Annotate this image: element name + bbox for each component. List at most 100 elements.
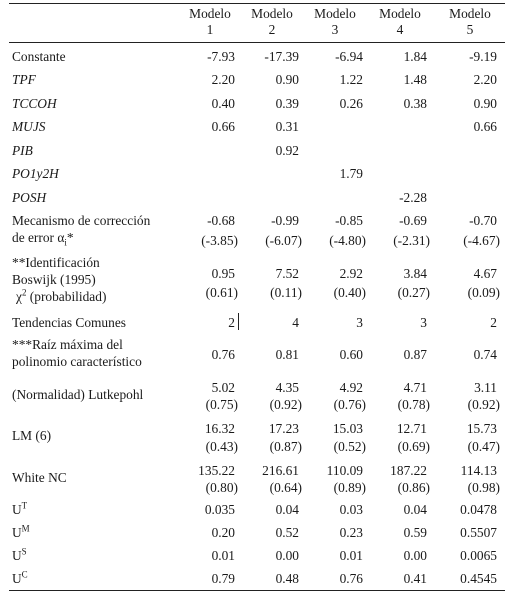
cell: 0.79 xyxy=(211,571,235,586)
row-label-text: U xyxy=(12,571,22,586)
cell: 7.52 xyxy=(275,266,299,281)
cell: 0.01 xyxy=(339,548,363,563)
cell: 0.74 xyxy=(473,347,497,362)
cell-paren: (0.09) xyxy=(467,285,500,300)
cell: 135.22 xyxy=(198,463,235,478)
row-label: UT xyxy=(12,501,27,518)
row-label-line1: ***Raíz máxima del xyxy=(12,337,123,352)
cell: 0.04 xyxy=(275,502,299,517)
cell: 16.32 xyxy=(204,421,235,436)
cell: 0.76 xyxy=(211,347,235,362)
cell: 15.03 xyxy=(332,421,363,436)
row-label-line2: polinomio característico xyxy=(12,354,142,369)
cell-paren: (-4.67) xyxy=(463,233,500,248)
column-header-4: Modelo 4 xyxy=(370,6,430,38)
cell-paren: (0.80) xyxy=(205,480,238,495)
cell: 2 xyxy=(228,315,235,330)
cell-paren: (0.27) xyxy=(397,285,430,300)
label-superscript: S xyxy=(21,546,27,557)
top-rule xyxy=(9,3,505,4)
cell: -0.70 xyxy=(469,213,497,228)
row-label-line1: **Identificación xyxy=(12,255,100,270)
cell-paren: (0.92) xyxy=(467,397,500,412)
cell: 15.73 xyxy=(466,421,497,436)
row-label: PO1y2H xyxy=(12,166,59,181)
cell: 2.92 xyxy=(339,266,363,281)
column-header-3: Modelo 3 xyxy=(305,6,365,38)
label-superscript: C xyxy=(21,569,28,580)
cell-paren: (-6.07) xyxy=(265,233,302,248)
cell: -6.94 xyxy=(335,49,363,64)
cell: 0.5507 xyxy=(460,525,497,540)
row-label-text: U xyxy=(12,548,22,563)
row-label-text: U xyxy=(12,502,22,517)
row-label: Constante xyxy=(12,49,66,64)
cell-paren: (-2.31) xyxy=(393,233,430,248)
cell: 0.81 xyxy=(275,347,299,362)
cell-paren: (0.52) xyxy=(333,439,366,454)
row-label: (Normalidad) Lutkepohl xyxy=(12,387,144,402)
column-header-2: Modelo 2 xyxy=(242,6,302,38)
cell-paren: (0.61) xyxy=(205,285,238,300)
cell: -0.68 xyxy=(207,213,235,228)
cell: 0.04 xyxy=(403,502,427,517)
cell: 1.84 xyxy=(403,49,427,64)
row-label-line1: Mecanismo de corrección xyxy=(12,213,151,228)
cell: 0.23 xyxy=(339,525,363,540)
row-label: TPF xyxy=(12,72,36,87)
row-label: ***Raíz máxima del polinomio característ… xyxy=(12,336,142,370)
cell: 17.23 xyxy=(268,421,299,436)
row-label-line2: Boswijk (1995) xyxy=(12,272,96,287)
cell: -9.19 xyxy=(469,49,497,64)
cell: 114.13 xyxy=(460,463,497,478)
cell: 3.84 xyxy=(403,266,427,281)
cell-paren: (0.11) xyxy=(270,285,302,300)
cell: 0.40 xyxy=(211,96,235,111)
text-cursor xyxy=(238,313,239,330)
cell: 3 xyxy=(356,315,363,330)
cell: 3 xyxy=(420,315,427,330)
cell: 2.20 xyxy=(473,72,497,87)
column-header-line2: 1 xyxy=(206,22,214,37)
column-header-line1: Modelo xyxy=(314,6,356,21)
column-header-line1: Modelo xyxy=(189,6,231,21)
cell: 2 xyxy=(490,315,497,330)
label-superscript: T xyxy=(21,500,28,511)
row-label: PIB xyxy=(12,143,33,158)
cell-paren: (0.43) xyxy=(205,439,238,454)
row-label: UC xyxy=(12,570,28,587)
cell: 0.59 xyxy=(403,525,427,540)
cell: 1.22 xyxy=(339,72,363,87)
cell: 0.20 xyxy=(211,525,235,540)
row-label: MUJS xyxy=(12,119,46,134)
column-header-5: Modelo 5 xyxy=(440,6,500,38)
row-label: TCCOH xyxy=(12,96,57,111)
cell: 0.95 xyxy=(211,266,235,281)
row-label: Mecanismo de corrección de error αi* xyxy=(12,212,151,247)
cell: -0.69 xyxy=(399,213,427,228)
row-label: US xyxy=(12,547,27,564)
cell: -7.93 xyxy=(207,49,235,64)
cell-paren: (0.47) xyxy=(467,439,500,454)
cell: 0.00 xyxy=(403,548,427,563)
chi-symbol: χ xyxy=(16,289,22,304)
column-header-line2: 3 xyxy=(331,22,339,37)
column-header-1: Modelo 1 xyxy=(180,6,240,38)
cell: -2.28 xyxy=(399,190,427,205)
cell: 4.71 xyxy=(403,380,427,395)
cell-paren: (-3.85) xyxy=(201,233,238,248)
cell: -17.39 xyxy=(264,49,299,64)
cell-paren: (0.75) xyxy=(205,397,238,412)
cell-paren: (0.87) xyxy=(269,439,302,454)
cell: 0.01 xyxy=(211,548,235,563)
cell: 4 xyxy=(292,315,299,330)
cell: 0.76 xyxy=(339,571,363,586)
cell-paren: (0.64) xyxy=(269,480,302,495)
cell-paren: (0.40) xyxy=(333,285,366,300)
column-header-line2: 2 xyxy=(268,22,276,37)
cell: 0.0478 xyxy=(460,502,497,517)
cell: 0.66 xyxy=(473,119,497,134)
row-label: POSH xyxy=(12,190,47,205)
cell: 0.90 xyxy=(473,96,497,111)
cell: -0.99 xyxy=(271,213,299,228)
